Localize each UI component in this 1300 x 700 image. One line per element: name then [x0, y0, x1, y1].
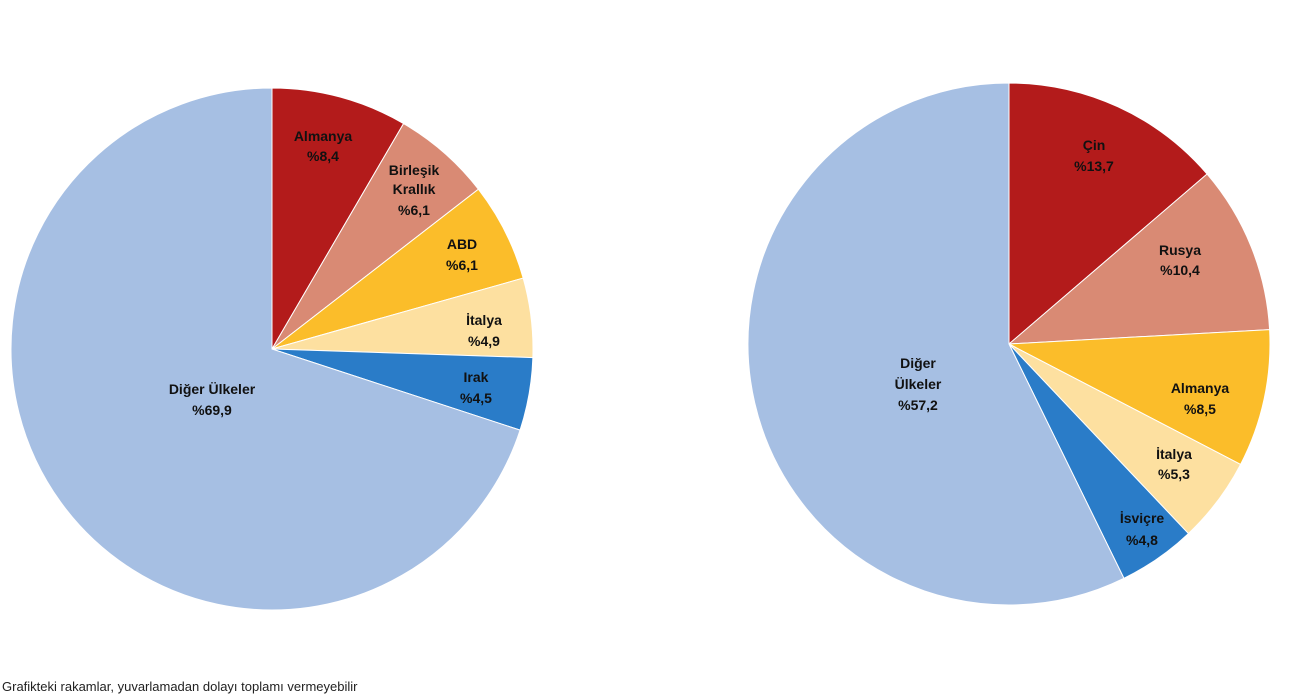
slice-value-label: %10,4	[1160, 262, 1200, 278]
pie-slice-çin	[1008, 82, 1208, 346]
slice-value-label: %57,2	[898, 397, 938, 413]
slice-name-label: Diğer Ülkeler	[169, 381, 256, 397]
pie-slice-almanya	[1007, 329, 1271, 466]
slice-value-label: %6,1	[446, 257, 478, 273]
slice-name-label: Ülkeler	[895, 376, 942, 392]
slice-name-label: Almanya	[294, 128, 353, 144]
slice-value-label: %8,4	[307, 148, 339, 164]
slice-name-label: Almanya	[1171, 380, 1230, 396]
slice-value-label: %4,8	[1126, 532, 1158, 548]
slice-name-label: İtalya	[466, 312, 502, 328]
pie-slice-rusya	[1007, 173, 1271, 345]
slice-name-label: İsviçre	[1120, 510, 1165, 526]
footnote: Grafikteki rakamlar, yuvarlamadan dolayı…	[2, 679, 358, 694]
left-pie-chart: Almanya %8,4 Birleşik Krallık %6,1 ABD %6,1 İta…	[10, 87, 534, 611]
slice-value-label: %8,5	[1184, 401, 1216, 417]
slice-value-label: %6,1	[398, 202, 430, 218]
slice-name-label: Irak	[464, 369, 489, 385]
pie-slice-diğer-ülkeler	[747, 82, 1125, 606]
slice-value-label: %13,7	[1074, 158, 1114, 174]
slice-name-label: İtalya	[1156, 446, 1192, 462]
slice-name-label: Çin	[1083, 137, 1106, 153]
slice-name-label: Birleşik	[389, 162, 440, 178]
slice-name-label: Rusya	[1159, 242, 1201, 258]
slice-name-label: ABD	[447, 236, 477, 252]
slice-name-label: Krallık	[393, 181, 436, 197]
pie-slice-almanya	[271, 87, 405, 351]
slice-value-label: %69,9	[192, 402, 232, 418]
slice-value-label: %5,3	[1158, 466, 1190, 482]
right-pie-chart: Çin %13,7 Rusya %10,4 Almanya %8,5 İtalya %5,3 İ…	[747, 82, 1271, 606]
slice-name-label: Diğer	[900, 355, 936, 371]
slice-value-label: %4,9	[468, 333, 500, 349]
slice-value-label: %4,5	[460, 390, 492, 406]
pie-slice-diğer-ülkeler	[10, 87, 521, 611]
